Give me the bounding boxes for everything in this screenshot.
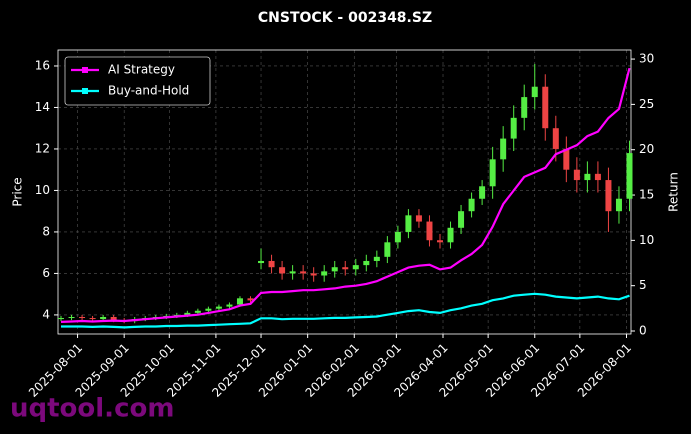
candle-body bbox=[542, 86, 549, 129]
y-tick-label: 4 bbox=[42, 307, 50, 321]
candle-body bbox=[373, 256, 380, 261]
candle-body bbox=[584, 173, 591, 181]
candle-body bbox=[468, 198, 475, 212]
chart-title: CNSTOCK - 002348.SZ bbox=[258, 10, 432, 26]
candle-body bbox=[415, 215, 422, 222]
candle-body bbox=[89, 318, 96, 320]
y2-tick-label: 15 bbox=[639, 188, 654, 202]
candle-body bbox=[247, 298, 254, 301]
candle-body bbox=[205, 308, 212, 311]
candle-body bbox=[289, 271, 296, 274]
candle-body bbox=[458, 211, 465, 228]
candle-body bbox=[79, 316, 86, 319]
y2-tick-label: 0 bbox=[639, 324, 647, 338]
candle-body bbox=[405, 215, 412, 232]
candle-body bbox=[110, 316, 117, 321]
y-axis-label: Price bbox=[11, 177, 25, 206]
candle-body bbox=[626, 153, 633, 199]
candle-body bbox=[615, 198, 622, 212]
candle-body bbox=[279, 267, 286, 274]
y-tick-label: 12 bbox=[35, 141, 50, 155]
candle-body bbox=[300, 271, 307, 274]
candle-body bbox=[352, 265, 359, 270]
candle-body bbox=[394, 231, 401, 243]
candle-body bbox=[226, 304, 233, 307]
y2-tick-label: 30 bbox=[639, 52, 654, 66]
candle-body bbox=[68, 316, 75, 319]
y2-tick-label: 5 bbox=[639, 278, 647, 292]
candle-body bbox=[510, 117, 517, 139]
candle-body bbox=[310, 273, 317, 276]
legend-marker bbox=[82, 67, 88, 73]
candle-body bbox=[573, 169, 580, 181]
candle-body bbox=[58, 318, 65, 320]
candle-body bbox=[321, 271, 328, 276]
legend-marker bbox=[82, 88, 88, 94]
candle-body bbox=[215, 306, 222, 309]
return-line bbox=[60, 67, 631, 323]
candle-body bbox=[437, 240, 443, 243]
candle-body bbox=[479, 186, 486, 199]
legend-box bbox=[64, 56, 211, 106]
y2-tick-label: 25 bbox=[639, 97, 654, 111]
candle-body bbox=[331, 267, 338, 272]
candle-body bbox=[194, 310, 201, 313]
y-tick-label: 16 bbox=[35, 58, 50, 72]
candle-body bbox=[552, 128, 559, 149]
candle-body bbox=[384, 242, 391, 257]
candle-body bbox=[594, 173, 601, 181]
candle-body bbox=[268, 260, 275, 268]
legend-label: Buy-and-Hold bbox=[108, 84, 189, 98]
legend: AI Strategy Buy-and-Hold bbox=[64, 56, 211, 106]
candle-body bbox=[100, 316, 107, 320]
candle-body bbox=[605, 180, 612, 212]
legend-label: AI Strategy bbox=[108, 63, 175, 77]
y2-tick-label: 10 bbox=[639, 233, 654, 247]
candle-body bbox=[426, 221, 433, 241]
y-tick-label: 10 bbox=[35, 183, 50, 197]
candle-body bbox=[447, 227, 454, 243]
watermark: uqtool.com bbox=[10, 394, 174, 424]
candle-body bbox=[489, 159, 496, 187]
candle-body bbox=[363, 260, 370, 266]
candle-body bbox=[236, 298, 243, 305]
y-tick-label: 6 bbox=[42, 266, 50, 280]
y2-axis-label: Return bbox=[667, 172, 681, 212]
candle-body bbox=[258, 260, 265, 264]
candle-body bbox=[521, 97, 528, 118]
candle-body bbox=[184, 312, 191, 315]
y2-tick-label: 20 bbox=[639, 142, 654, 156]
candle-body bbox=[342, 267, 349, 270]
y-tick-label: 14 bbox=[35, 100, 50, 114]
y-tick-label: 8 bbox=[42, 224, 50, 238]
candle-body bbox=[563, 148, 570, 170]
candle-body bbox=[531, 86, 538, 98]
return-line bbox=[61, 292, 630, 329]
candle-body bbox=[500, 138, 507, 160]
